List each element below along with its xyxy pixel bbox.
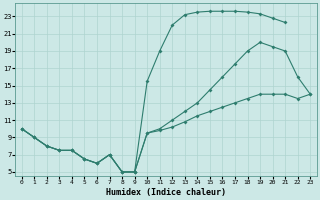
X-axis label: Humidex (Indice chaleur): Humidex (Indice chaleur) [106, 188, 226, 197]
